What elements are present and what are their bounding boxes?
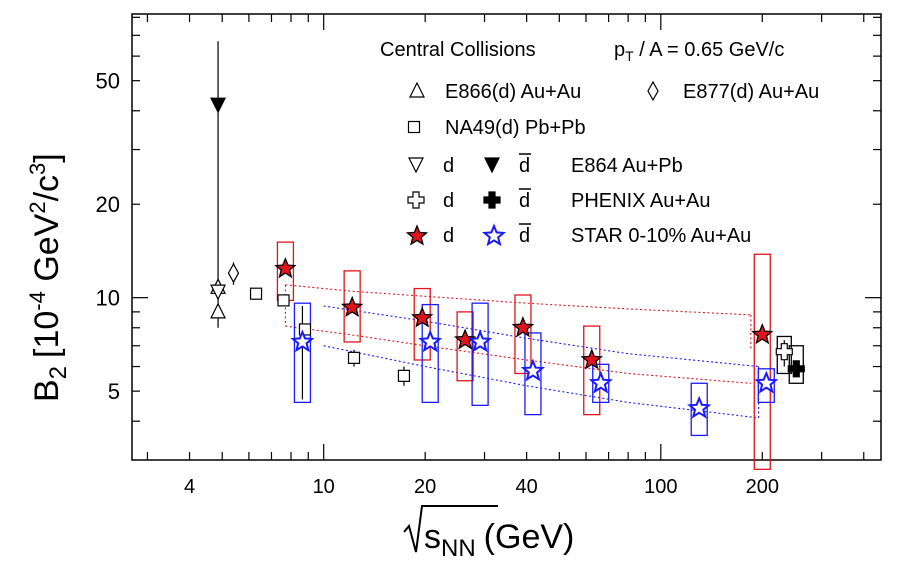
trend-curve — [323, 345, 759, 419]
sys-box — [456, 311, 474, 382]
legend: Central Collisions pT / A = 0.65 GeV/c E… — [380, 39, 819, 247]
axis-ticks — [132, 14, 881, 460]
sys-box — [471, 302, 489, 406]
data-point — [411, 306, 434, 328]
x-tick-label: 200 — [746, 476, 779, 498]
data-markers — [210, 97, 805, 419]
y-axis-title: B2[10-4 GeV2/c3] — [25, 153, 72, 402]
legend-phenix-dbar: d — [519, 190, 530, 212]
x-axis-title-text: sNN (GeV) — [424, 518, 574, 562]
legend-phenix: PHENIX Au+Au — [571, 190, 711, 212]
data-point — [210, 302, 227, 319]
data-point — [274, 256, 297, 279]
data-point — [580, 348, 603, 370]
legend-star-open-icon — [481, 223, 507, 247]
data-point — [520, 358, 546, 382]
data-point — [787, 360, 805, 378]
y-tick-labels: 5 10 20 50 — [96, 69, 120, 404]
y-tick-label: 20 — [96, 192, 120, 217]
sys-box — [690, 382, 708, 437]
legend-star-d: d — [443, 225, 454, 247]
x-tick-label: 10 — [313, 476, 335, 498]
y-tick-label: 5 — [108, 379, 120, 404]
legend-cross-filled-icon — [483, 191, 501, 209]
legend-star-filled-icon — [405, 224, 429, 246]
x-axis-title: sNN (GeV) — [403, 505, 574, 562]
data-point — [468, 329, 493, 353]
data-point — [227, 262, 240, 284]
legend-title-left: Central Collisions — [380, 39, 536, 61]
data-point — [210, 284, 227, 301]
data-point — [511, 316, 535, 338]
trend-curves — [284, 284, 760, 419]
x-tick-label: 40 — [516, 476, 538, 498]
legend-na49: NA49(d) Pb+Pb — [445, 117, 586, 139]
plot-frame — [131, 13, 882, 461]
legend-star: STAR 0-10% Au+Au — [571, 225, 751, 247]
legend-e866: E866(d) Au+Au — [445, 81, 581, 103]
legend-symbols — [405, 80, 659, 247]
sys-box — [583, 325, 601, 416]
sys-box — [421, 303, 439, 404]
x-tick-label: 20 — [414, 476, 436, 498]
legend-e864: E864 Au+Pb — [571, 155, 683, 177]
data-point — [298, 323, 312, 336]
data-point — [751, 322, 774, 345]
data-point — [775, 343, 793, 361]
legend-phenix-d: d — [443, 190, 454, 212]
legend-triangle-down-open-icon — [408, 157, 424, 174]
y-tick-label: 50 — [96, 69, 120, 94]
x-tick-label: 4 — [184, 476, 195, 498]
trend-curve — [285, 284, 751, 316]
data-point — [210, 97, 227, 114]
legend-triangle-down-filled-icon — [484, 157, 500, 174]
data-point — [397, 369, 411, 382]
x-tick-labels: 4 10 20 40 100 200 — [184, 476, 779, 498]
data-point — [418, 329, 443, 353]
data-point — [290, 329, 315, 353]
sys-box — [514, 294, 532, 375]
legend-triangle-up-icon — [409, 81, 425, 98]
sys-box — [592, 363, 610, 404]
data-point — [588, 370, 613, 394]
data-point — [340, 295, 364, 318]
data-point — [687, 395, 712, 419]
data-point — [249, 287, 263, 300]
sys-box — [757, 368, 775, 404]
sys-box — [753, 253, 771, 470]
legend-star-dbar: d — [519, 225, 530, 247]
legend-diamond-icon — [647, 80, 659, 102]
sys-box — [788, 345, 804, 384]
legend-e864-d: d — [443, 155, 454, 177]
data-point — [277, 294, 290, 307]
sys-box — [293, 302, 312, 404]
legend-cross-open-icon — [407, 191, 425, 209]
legend-e864-dbar: d — [519, 155, 530, 177]
trend-curve — [285, 325, 751, 384]
trend-curve — [323, 305, 759, 368]
sys-box — [524, 332, 542, 416]
legend-e877: E877(d) Au+Au — [683, 81, 819, 103]
data-point — [453, 328, 477, 350]
legend-square-icon — [407, 120, 421, 134]
data-point — [754, 370, 779, 394]
x-tick-label: 100 — [644, 476, 677, 498]
systematic-boxes — [276, 241, 804, 470]
legend-title-right: pT / A = 0.65 GeV/c — [614, 39, 784, 64]
sqrt-sign-icon — [403, 505, 498, 553]
data-point — [347, 351, 361, 364]
y-tick-label: 10 — [96, 286, 120, 311]
